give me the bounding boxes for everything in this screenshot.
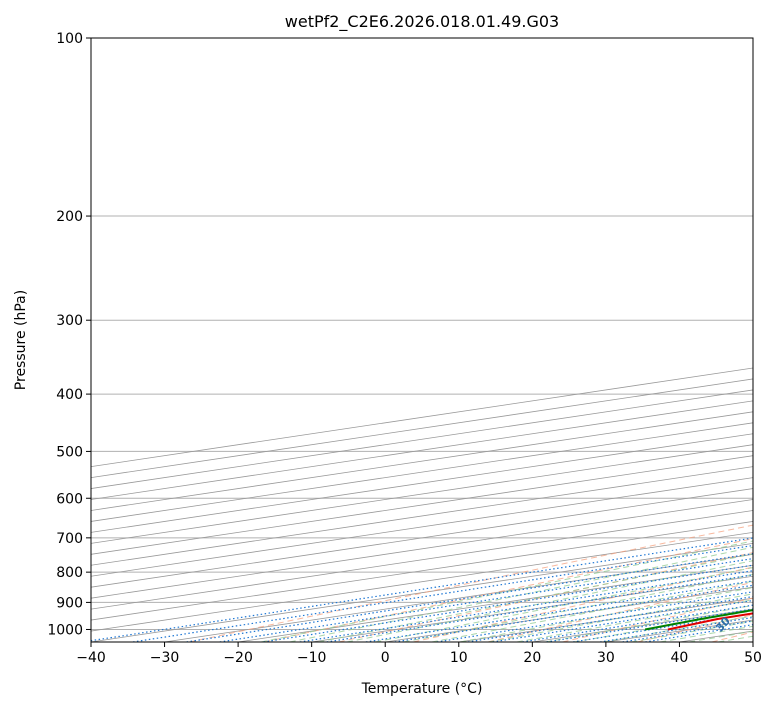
y-tick-label: 200 [56, 209, 83, 225]
x-tick-label: −30 [150, 650, 180, 666]
x-tick-label: 30 [597, 650, 615, 666]
x-axis-label: Temperature (°C) [361, 681, 483, 697]
y-tick-label: 800 [56, 565, 83, 581]
x-tick-label: 40 [671, 650, 689, 666]
x-tick-label: 10 [450, 650, 468, 666]
y-axis-label: Pressure (hPa) [13, 290, 29, 390]
x-tick-label: −20 [223, 650, 253, 666]
x-tick-label: 20 [523, 650, 541, 666]
x-tick-label: −40 [76, 650, 106, 666]
x-tick-label: 50 [744, 650, 762, 666]
x-tick-label: −10 [297, 650, 327, 666]
y-tick-label: 600 [56, 491, 83, 507]
y-tick-label: 100 [56, 31, 83, 47]
y-tick-label: 400 [56, 387, 83, 403]
chart-title: wetPf2_C2E6.2026.018.01.49.G03 [285, 12, 559, 32]
y-tick-label: 500 [56, 444, 83, 460]
x-tick-label: 0 [381, 650, 390, 666]
y-tick-label: 700 [56, 531, 83, 547]
y-tick-label: 300 [56, 313, 83, 329]
y-tick-label: 900 [56, 595, 83, 611]
y-tick-label: 1000 [47, 622, 83, 638]
